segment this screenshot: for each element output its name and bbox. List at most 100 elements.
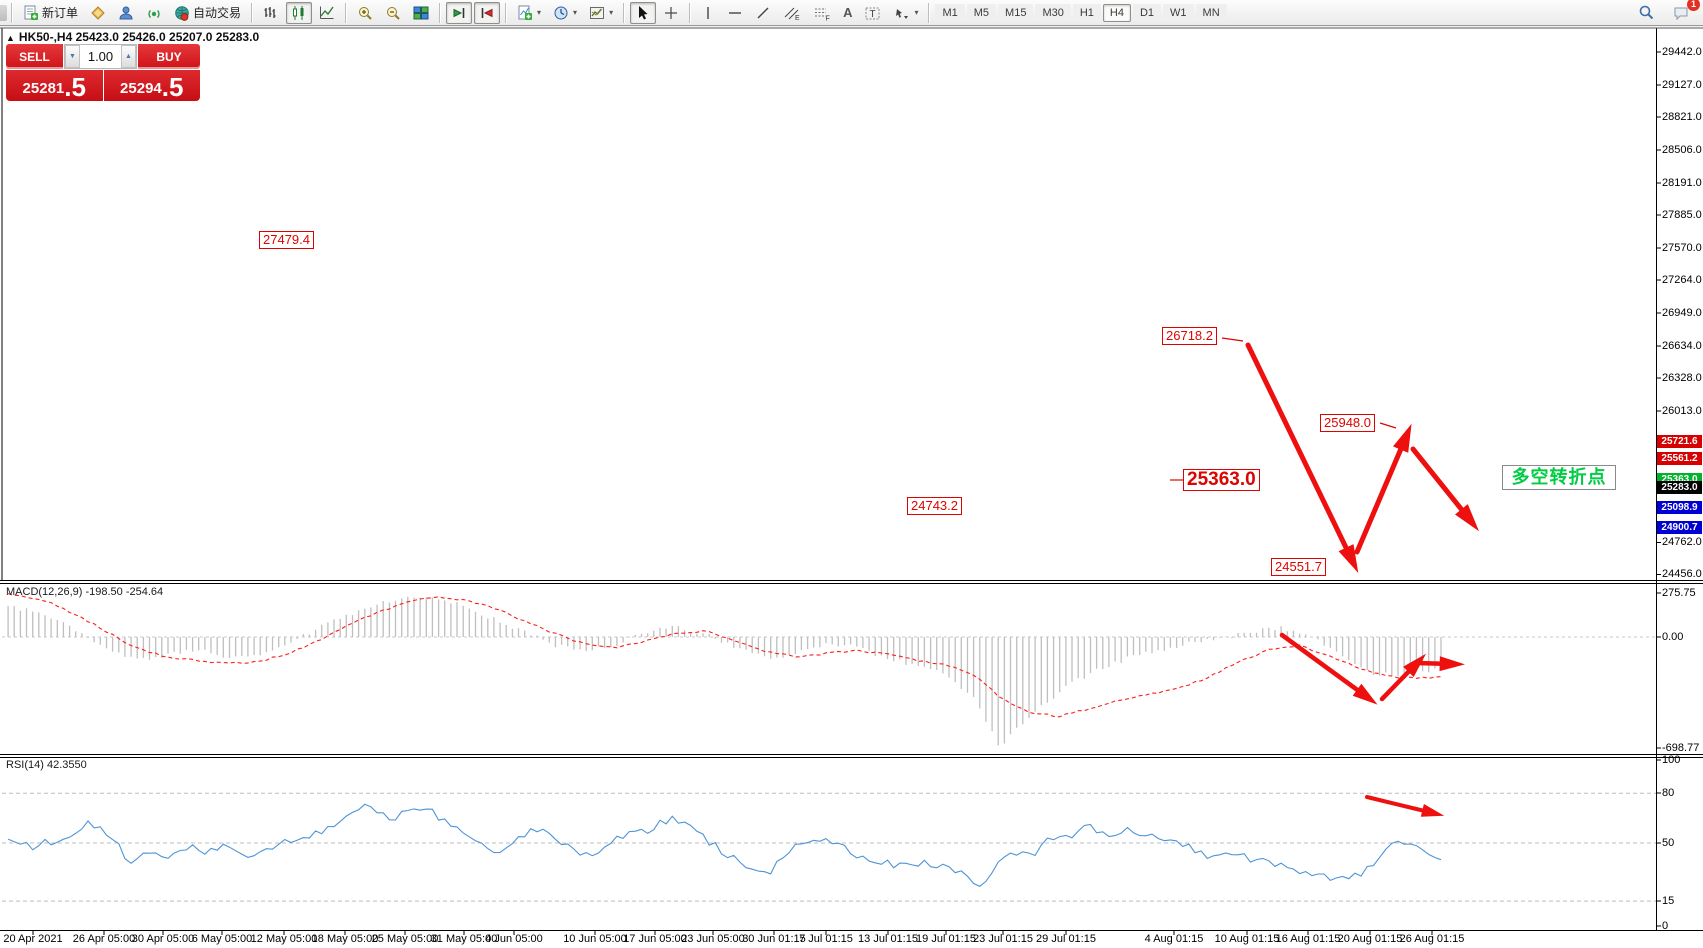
chart-canvas[interactable] xyxy=(0,27,1703,948)
price-tag: 25098.9 xyxy=(1657,500,1702,514)
annotation-label[interactable]: 24551.7 xyxy=(1271,558,1326,576)
rsi-axis-label: 80 xyxy=(1662,787,1675,800)
price-axis-label: 28191.0 xyxy=(1662,177,1702,190)
auto-trading-icon xyxy=(175,5,189,21)
line-chart-button[interactable] xyxy=(314,2,340,24)
annotation-label[interactable]: 27479.4 xyxy=(259,231,314,249)
timeframe-h1[interactable]: H1 xyxy=(1072,3,1101,22)
time-axis-label: 10 Aug 01:15 xyxy=(1214,933,1280,945)
zoom-in-icon xyxy=(359,6,372,20)
timeframe-m15[interactable]: M15 xyxy=(998,3,1034,22)
rsi-label: RSI(14) 42.3550 xyxy=(6,759,87,771)
arrows-objects-button[interactable]: ▾ xyxy=(889,2,923,24)
clock-icon xyxy=(554,6,568,19)
price-tag: 24900.7 xyxy=(1657,521,1702,535)
time-axis-label: 20 Aug 01:15 xyxy=(1337,933,1403,945)
timeframe-h4[interactable]: H4 xyxy=(1102,3,1131,22)
ask-price-button[interactable]: 25294.5 xyxy=(103,70,200,102)
auto-trading-button[interactable]: 自动交易 xyxy=(169,1,246,24)
periods-button[interactable]: ▾ xyxy=(548,2,582,24)
text-a-icon: A xyxy=(843,5,853,20)
horizontal-line-button[interactable] xyxy=(722,2,748,24)
time-axis-label: 31 May 05:00 xyxy=(430,933,498,945)
search-button[interactable] xyxy=(1635,1,1658,24)
bar-chart-button[interactable] xyxy=(258,2,284,24)
bar-chart-icon xyxy=(264,6,276,18)
svg-text:E: E xyxy=(795,15,800,21)
volume-decrease-button[interactable]: ▼ xyxy=(65,45,80,68)
cursor-button[interactable] xyxy=(630,1,657,24)
collapse-icon[interactable]: ▲ xyxy=(6,33,15,43)
price-axis-label: 27885.0 xyxy=(1662,209,1702,222)
svg-text:T: T xyxy=(870,9,876,20)
tile-windows-button[interactable] xyxy=(408,2,434,24)
fibonacci-button[interactable]: F xyxy=(808,2,836,24)
rsi-axis-label: 100 xyxy=(1662,754,1681,766)
auto-scroll-icon xyxy=(453,7,465,18)
price-tag: 25561.2 xyxy=(1657,452,1702,466)
ask-frac: .5 xyxy=(161,72,184,102)
timeframe-m5[interactable]: M5 xyxy=(966,3,997,22)
zoom-in-button[interactable] xyxy=(352,2,378,24)
rsi-axis-label: 50 xyxy=(1662,837,1675,849)
annotation-label[interactable]: 26718.2 xyxy=(1162,327,1217,345)
bid-price-button[interactable]: 25281.5 xyxy=(6,70,103,101)
price-axis-label: 28821.0 xyxy=(1662,111,1702,124)
annotation-label[interactable]: 25948.0 xyxy=(1320,414,1375,432)
time-axis-label: 18 May 05:00 xyxy=(311,933,379,945)
annotation-label[interactable]: 24743.2 xyxy=(907,497,962,515)
accounts-button[interactable] xyxy=(113,2,139,24)
time-axis-label: 26 Apr 05:00 xyxy=(72,933,136,945)
sell-button[interactable]: SELL xyxy=(6,44,63,69)
clipped-icon xyxy=(0,4,7,21)
signal-button[interactable] xyxy=(141,2,167,24)
timeframe-w1[interactable]: W1 xyxy=(1163,3,1194,22)
text-label-button[interactable]: T xyxy=(859,2,887,24)
new-order-button[interactable]: 新订单 xyxy=(18,1,83,24)
auto-scroll-button[interactable] xyxy=(446,1,473,24)
time-axis-label: 16 Aug 01:15 xyxy=(1275,933,1341,945)
crosshair-button[interactable] xyxy=(658,2,684,24)
search-icon xyxy=(1639,5,1654,20)
timeframe-m1[interactable]: M1 xyxy=(935,3,965,22)
time-axis-label: 30 Jun 01:15 xyxy=(742,933,806,945)
new-order-label: 新订单 xyxy=(42,6,79,20)
zoom-out-button[interactable] xyxy=(380,2,406,24)
notifications-button[interactable]: 1 xyxy=(1670,0,1700,24)
time-axis-label: 17 Jun 05:00 xyxy=(623,933,687,945)
price-axis-label: 24456.0 xyxy=(1662,568,1702,581)
annotation-label[interactable]: 25363.0 xyxy=(1183,469,1260,491)
note-box[interactable]: 多空转折点 xyxy=(1502,465,1616,490)
timeframe-m30[interactable]: M30 xyxy=(1035,3,1071,22)
chart-title-text: HK50-,H4 25423.0 25426.0 25207.0 25283.0 xyxy=(18,30,260,44)
signal-icon xyxy=(148,9,160,18)
indicators-icon xyxy=(518,5,533,20)
volume-field[interactable]: ▼ 1.00 ▲ xyxy=(64,44,137,69)
one-click-panel: SELL ▼ 1.00 ▲ BUY 25281.5 25294.5 xyxy=(6,44,200,101)
time-axis-label: 10 Jun 05:00 xyxy=(563,933,627,945)
volume-increase-button[interactable]: ▲ xyxy=(121,45,136,68)
indicators-button[interactable]: ▾ xyxy=(512,2,546,24)
timeframe-d1[interactable]: D1 xyxy=(1132,3,1162,22)
candlestick-chart-icon xyxy=(293,5,304,20)
trendline-button[interactable] xyxy=(750,2,776,24)
chart-shift-button[interactable] xyxy=(474,1,501,24)
candlestick-chart-button[interactable] xyxy=(286,1,313,24)
templates-button[interactable]: ▾ xyxy=(584,2,618,24)
fibonacci-icon: F xyxy=(815,8,830,21)
timeframe-mn[interactable]: MN xyxy=(1195,3,1227,22)
buy-button[interactable]: BUY xyxy=(138,44,200,69)
chart-shift-icon xyxy=(481,7,493,18)
time-axis-label: 26 Aug 01:15 xyxy=(1399,933,1465,945)
auto-trading-label: 自动交易 xyxy=(193,6,242,20)
rsi-axis-label: 0 xyxy=(1662,920,1669,932)
equidistant-channel-button[interactable]: E xyxy=(778,2,806,24)
vertical-line-button[interactable] xyxy=(696,2,720,24)
market-watch-button[interactable] xyxy=(85,2,111,24)
text-button[interactable]: A xyxy=(838,2,857,23)
volume-value[interactable]: 1.00 xyxy=(87,49,114,64)
tile-windows-icon xyxy=(413,6,429,19)
trendline-icon xyxy=(757,7,769,18)
arrows-objects-icon xyxy=(896,8,909,19)
text-label-icon: T xyxy=(865,7,880,20)
